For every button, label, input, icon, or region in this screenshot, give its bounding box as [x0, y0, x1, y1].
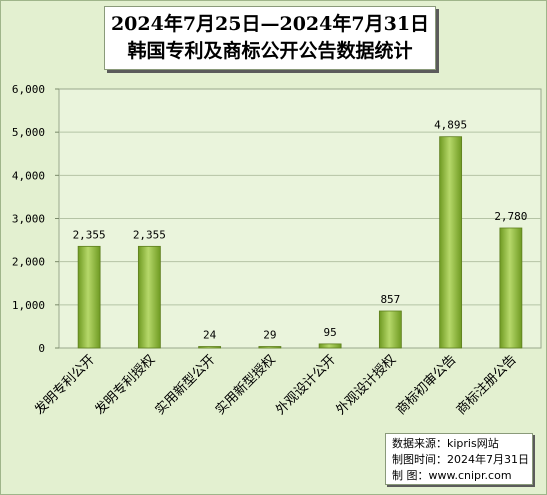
x-tick-label: 商标初审公告	[394, 352, 460, 418]
bar	[318, 343, 342, 349]
data-label: 2,355	[133, 228, 166, 241]
bar	[77, 245, 101, 349]
y-tick-label: 5,000	[12, 126, 45, 139]
y-tick-label: 2,000	[12, 256, 45, 269]
bar	[378, 310, 402, 349]
x-tick-label: 外观设计公开	[273, 352, 339, 418]
data-label: 857	[380, 293, 400, 306]
data-label: 24	[203, 329, 217, 342]
y-tick-label: 1,000	[12, 299, 45, 312]
data-label: 4,895	[434, 119, 467, 132]
bar	[258, 346, 282, 349]
x-tick-label: 发明专利授权	[92, 352, 158, 418]
source-line-author: 制 图：www.cnipr.com	[392, 469, 512, 482]
x-tick-label: 商标注册公告	[454, 352, 520, 418]
x-tick-label: 实用新型公开	[152, 352, 218, 418]
y-tick-label: 3,000	[12, 213, 45, 226]
bar	[137, 245, 161, 349]
source-line-date: 制图时间：2024年7月31日	[392, 453, 529, 466]
x-tick-label: 实用新型授权	[212, 352, 278, 418]
x-tick-label: 外观设计授权	[333, 352, 399, 418]
chart-title: 韩国专利及商标公开公告数据统计	[127, 40, 413, 62]
bar	[198, 346, 222, 349]
data-label: 29	[263, 329, 276, 342]
chart-title-box: 2024年7月25日—2024年7月31日 韩国专利及商标公开公告数据统计	[104, 6, 436, 70]
source-box: 数据来源：kipris网站 制图时间：2024年7月31日 制 图：www.cn…	[385, 433, 533, 485]
data-label: 2,355	[73, 228, 106, 241]
source-line-data: 数据来源：kipris网站	[392, 437, 499, 450]
x-tick-label: 发明专利公开	[31, 352, 97, 418]
y-tick-label: 4,000	[12, 169, 45, 182]
y-tick-label: 0	[38, 342, 45, 355]
y-tick-label: 6,000	[12, 83, 45, 96]
bar	[439, 136, 463, 349]
bar	[499, 227, 523, 349]
data-label: 95	[324, 326, 337, 339]
data-label: 2,780	[494, 210, 527, 223]
chart-title-date-range: 2024年7月25日—2024年7月31日	[110, 13, 430, 35]
